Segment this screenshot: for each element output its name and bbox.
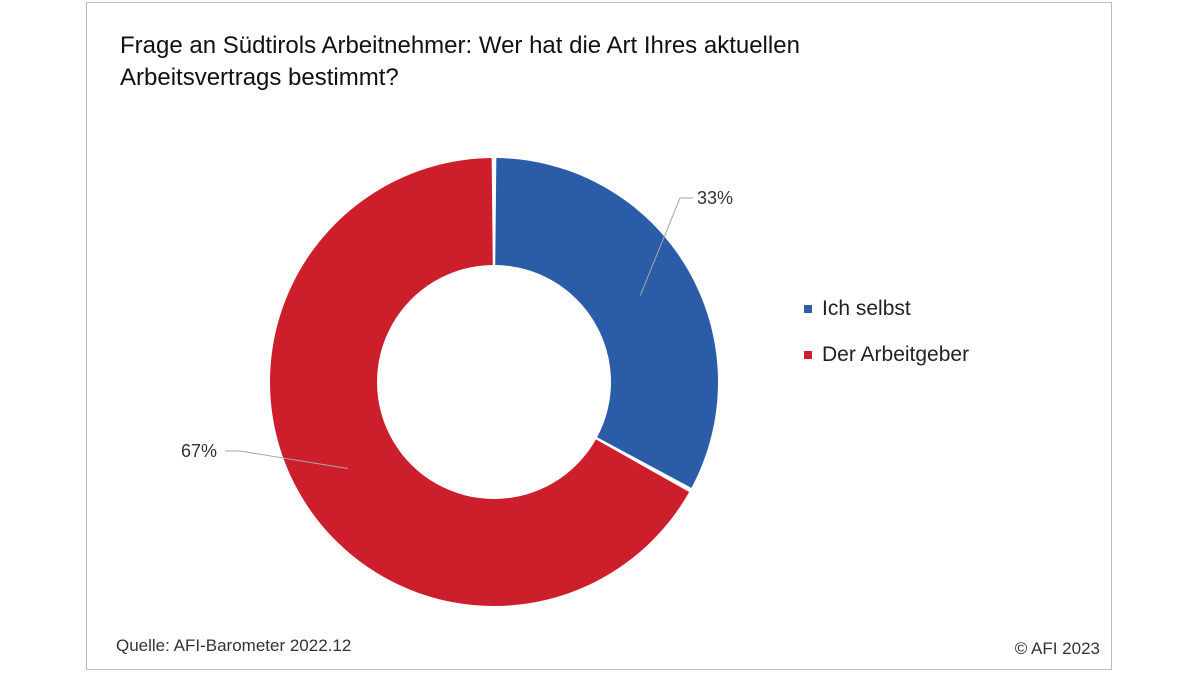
chart-title: Frage an Südtirols Arbeitnehmer: Wer hat… [120,32,800,91]
legend-item: Der Arbeitgeber [804,340,969,370]
leader-line-1 [639,197,693,296]
legend-label: Ich selbst [822,297,911,320]
legend-swatch [804,351,812,359]
copyright-note: © AFI 2023 [1014,639,1100,658]
slice-der-arbeitgeber [270,158,690,606]
data-label-1: 33% [697,188,733,208]
slice-ich-selbst [495,158,718,488]
legend-label: Der Arbeitgeber [822,343,970,366]
source-note: Quelle: AFI-Barometer 2022.12 [116,636,352,655]
legend-item: Ich selbst [804,294,969,324]
leader-line-2 [225,450,348,470]
chart-legend: Ich selbst Der Arbeitgeber [804,294,969,386]
legend-swatch [804,305,812,313]
data-label-2: 67% [181,441,217,461]
